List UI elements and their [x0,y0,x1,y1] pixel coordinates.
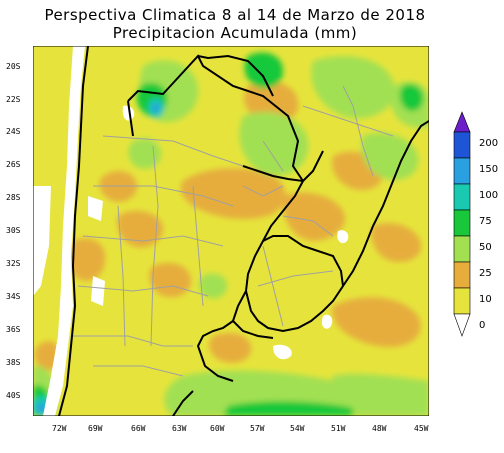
legend-10-25-swatch [453,261,471,289]
lat-label: 24S [6,127,21,136]
legend-label: 75 [479,216,492,227]
map-title: Perspectiva Climatica 8 al 14 de Marzo d… [44,6,426,24]
legend-below-0-swatch [453,313,471,337]
legend-over-200-swatch [453,111,471,133]
lat-label: 28S [6,193,21,202]
legend-label: 100 [479,190,499,201]
lat-label: 20S [6,62,21,71]
legend-label: 50 [479,242,492,253]
lon-label: 72W [52,424,67,433]
lat-label: 26S [6,160,21,169]
lat-label: 22S [6,95,21,104]
lon-label: 57W [250,424,265,433]
legend-label: 150 [479,164,499,175]
legend-0-10-swatch [453,287,471,315]
precipitation-legend [453,111,471,337]
legend-100-150-swatch [453,157,471,185]
lon-label: 69W [88,424,103,433]
legend-50-75-swatch [453,209,471,237]
lon-label: 45W [414,424,429,433]
legend-label: 10 [479,294,492,305]
lat-label: 40S [6,391,21,400]
lat-label: 36S [6,325,21,334]
map-subtitle: Precipitacion Acumulada (mm) [112,24,358,42]
province-boundaries [73,85,394,377]
lat-label: 34S [6,292,21,301]
legend-75-100-swatch [453,183,471,211]
legend-150-200-swatch [453,131,471,159]
legend-25-50-swatch [453,235,471,263]
legend-label: 0 [479,320,486,331]
lon-label: 66W [131,424,146,433]
precipitation-map [33,46,429,416]
legend-label: 25 [479,268,492,279]
lon-label: 48W [372,424,387,433]
lat-label: 38S [6,358,21,367]
lat-label: 30S [6,226,21,235]
lon-label: 51W [331,424,346,433]
country-borders [58,46,429,416]
lat-label: 32S [6,259,21,268]
no-data-areas [33,46,349,416]
lon-label: 63W [172,424,187,433]
lon-label: 54W [290,424,305,433]
legend-label: 200 [479,138,499,149]
lon-label: 60W [210,424,225,433]
